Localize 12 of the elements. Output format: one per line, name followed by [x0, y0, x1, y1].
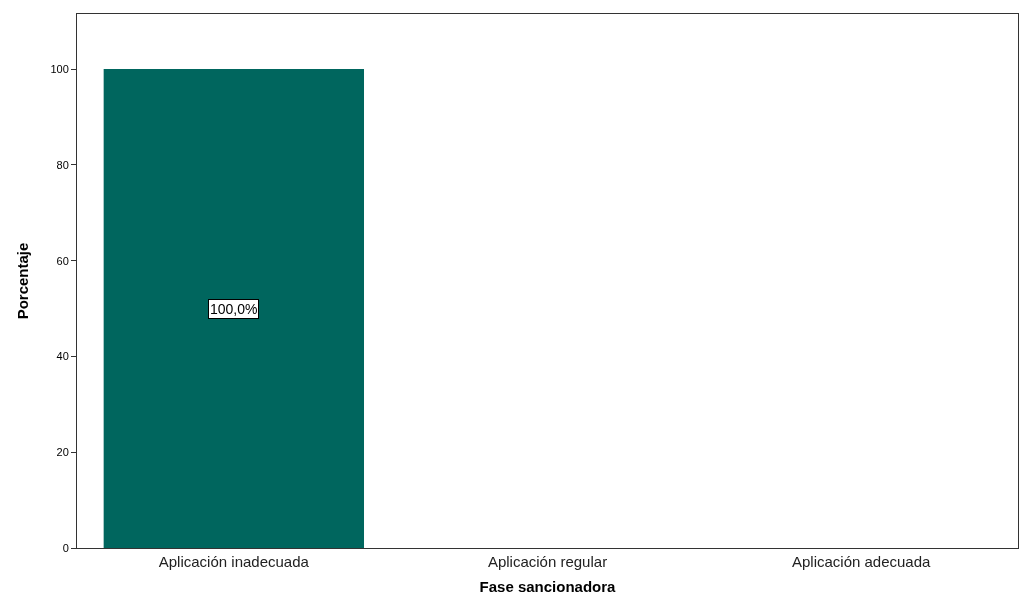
y-axis-title: Porcentaje [13, 242, 31, 320]
x-tick-label: Aplicación inadecuada [158, 553, 310, 570]
y-tick-label: 20 [56, 446, 69, 459]
x-tick-label: Aplicación adecuada [791, 553, 932, 570]
y-tick-label: 40 [56, 350, 69, 363]
x-axis-title: Fase sancionadora [479, 578, 617, 595]
x-tick-label: Aplicación regular [487, 553, 608, 570]
y-tick-label: 80 [56, 158, 69, 171]
y-tick-label: 60 [56, 254, 69, 267]
y-tick-label: 100 [50, 62, 69, 75]
data-label: 100,0% [210, 301, 258, 317]
y-tick-label: 0 [62, 541, 69, 554]
